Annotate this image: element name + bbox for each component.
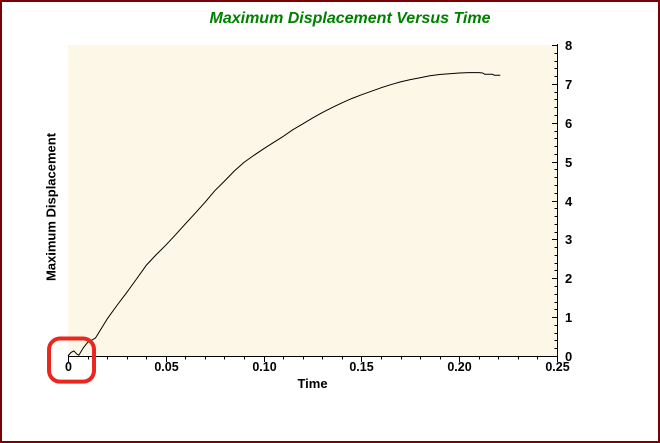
- y-tick-label: 7: [565, 77, 572, 92]
- y-tick-label: 5: [565, 155, 572, 170]
- y-tick-label: 8: [565, 38, 572, 53]
- chart-title: Maximum Displacement Versus Time: [209, 10, 491, 27]
- y-tick-label: 1: [565, 310, 572, 325]
- x-axis-label: Time: [297, 376, 328, 391]
- x-tick-label: 0.20: [447, 360, 471, 374]
- y-tick-label: 2: [565, 271, 572, 286]
- y-tick-label: 6: [565, 116, 572, 131]
- x-tick-label: 0.05: [154, 360, 178, 374]
- plot-area: [68, 45, 558, 356]
- x-tick-label: 0.25: [545, 360, 569, 374]
- series-maximum-displacement: [67, 72, 501, 357]
- x-tick-label: 0: [65, 360, 72, 374]
- y-tick-label: 3: [565, 232, 572, 247]
- y-tick-label: 0: [565, 349, 572, 364]
- origin-highlight-annotation: [47, 336, 97, 384]
- x-tick-label: 0.15: [349, 360, 373, 374]
- x-tick-label: 0.10: [252, 360, 276, 374]
- y-tick-label: 4: [565, 194, 573, 209]
